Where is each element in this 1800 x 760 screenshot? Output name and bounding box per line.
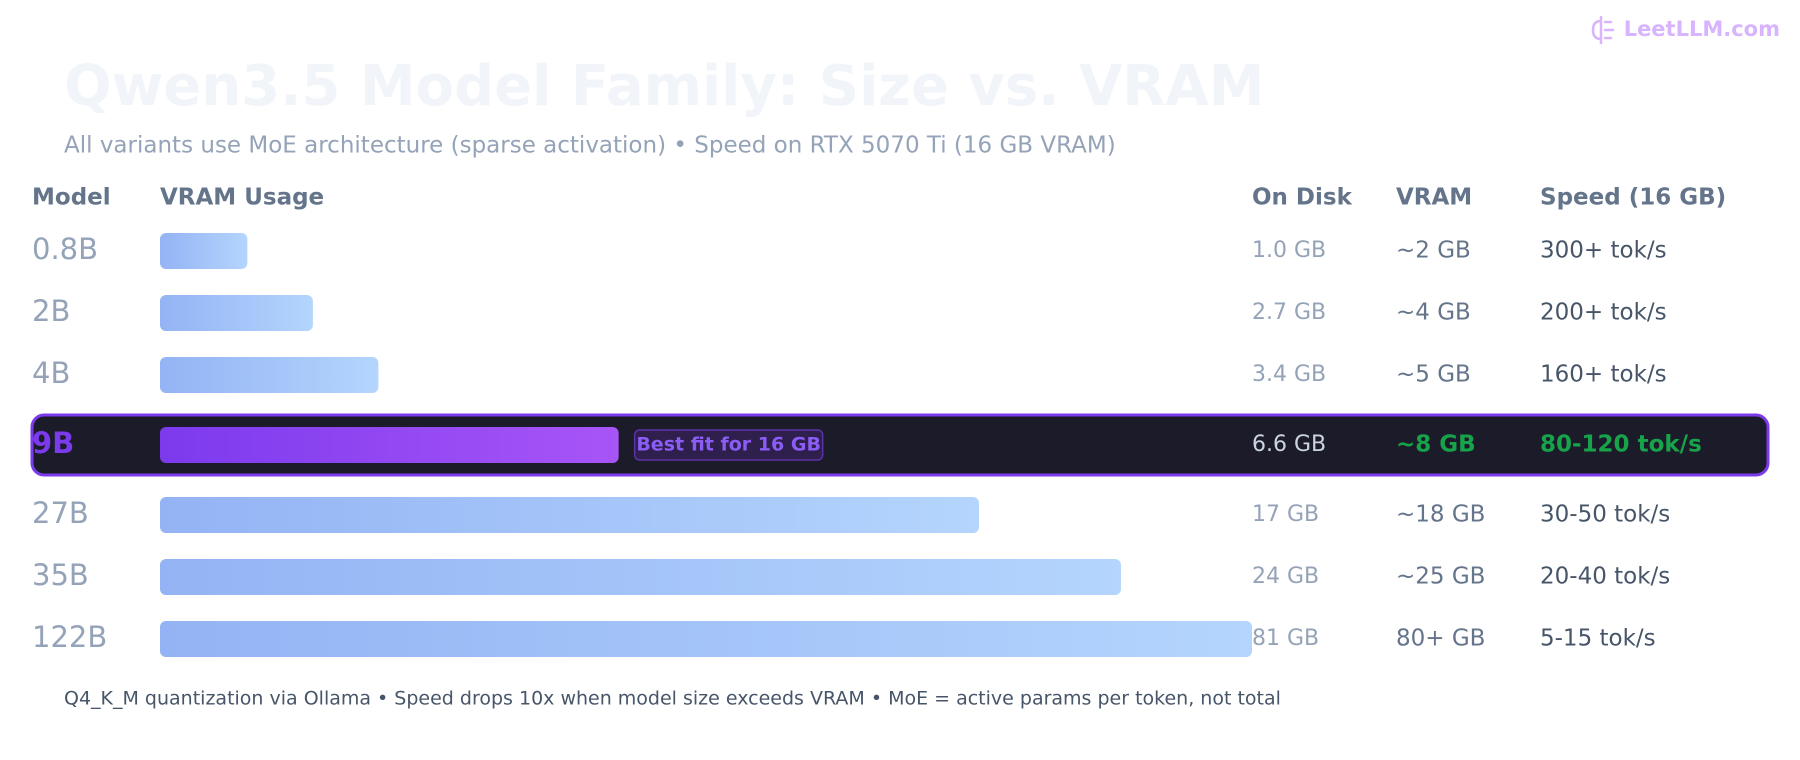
vram-size: ~4 GB bbox=[1396, 300, 1471, 326]
disk-size: 3.4 GB bbox=[1252, 362, 1326, 387]
column-header: Speed (16 GB) bbox=[1540, 185, 1726, 211]
speed: 80-120 tok/s bbox=[1540, 432, 1702, 458]
vram-size: ~18 GB bbox=[1396, 502, 1485, 528]
logo[interactable]: LeetLLM.com bbox=[1591, 15, 1780, 45]
vram-bar bbox=[160, 497, 979, 533]
vram-bar bbox=[160, 621, 1252, 657]
disk-size: 81 GB bbox=[1252, 626, 1319, 651]
subtitle: All variants use MoE architecture (spars… bbox=[64, 133, 1116, 159]
badge-text: Best fit for 16 GB bbox=[636, 434, 821, 456]
column-header: On Disk bbox=[1252, 185, 1353, 211]
logo-text: LeetLLM.com bbox=[1624, 17, 1780, 41]
column-header: Model bbox=[32, 185, 111, 211]
speed: 200+ tok/s bbox=[1540, 300, 1667, 326]
vram-size: ~5 GB bbox=[1396, 362, 1471, 388]
vram-size: ~2 GB bbox=[1396, 238, 1471, 264]
model-label: 122B bbox=[32, 620, 107, 654]
model-label: 27B bbox=[32, 496, 89, 530]
speed: 160+ tok/s bbox=[1540, 362, 1667, 388]
column-header: VRAM bbox=[1396, 185, 1472, 211]
disk-size: 17 GB bbox=[1252, 502, 1319, 527]
speed: 300+ tok/s bbox=[1540, 238, 1667, 264]
speed: 5-15 tok/s bbox=[1540, 626, 1656, 652]
speed: 20-40 tok/s bbox=[1540, 564, 1670, 590]
logo-icon bbox=[1591, 15, 1615, 45]
model-label: 9B bbox=[32, 426, 74, 460]
vram-bar bbox=[160, 233, 248, 269]
badge bbox=[633, 429, 824, 461]
vram-size: ~8 GB bbox=[1396, 432, 1476, 458]
vram-bar bbox=[160, 295, 313, 331]
rows: 0.8B 1.0 GB ~2 GB 300+ tok/s 2B 2.7 GB ~4 GB 20… bbox=[30, 232, 1770, 657]
disk-size: 1.0 GB bbox=[1252, 238, 1326, 263]
vram-size: 80+ GB bbox=[1396, 626, 1485, 652]
footnote: Q4_K_M quantization via Ollama • Speed d… bbox=[64, 688, 1281, 710]
title: Qwen3.5 Model Family: Size vs. VRAM bbox=[64, 54, 1264, 119]
disk-size: 24 GB bbox=[1252, 564, 1319, 589]
vram-bar bbox=[160, 559, 1121, 595]
disk-size: 2.7 GB bbox=[1252, 300, 1326, 325]
disk-size: 6.6 GB bbox=[1252, 432, 1326, 457]
vram-bar bbox=[160, 427, 619, 463]
vram-size: ~25 GB bbox=[1396, 564, 1485, 590]
vram-bar bbox=[160, 357, 379, 393]
column-header: VRAM Usage bbox=[160, 185, 324, 211]
model-label: 2B bbox=[32, 294, 70, 328]
speed: 30-50 tok/s bbox=[1540, 502, 1670, 528]
model-label: 35B bbox=[32, 558, 89, 592]
model-label: 4B bbox=[32, 356, 70, 390]
model-label: 0.8B bbox=[32, 232, 98, 266]
